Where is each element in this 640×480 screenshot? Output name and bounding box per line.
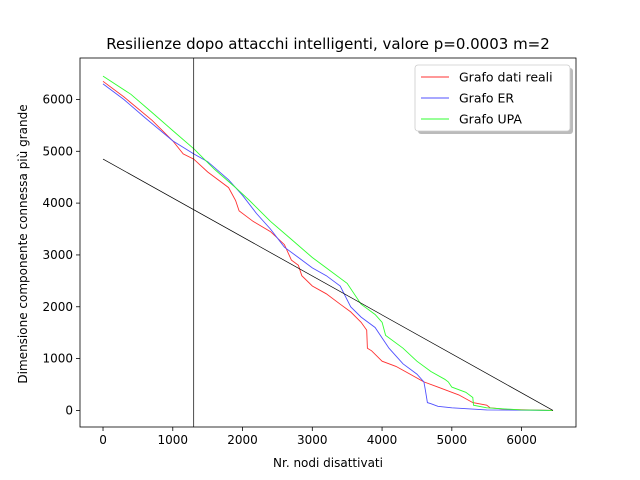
x-tick-label: 5000 bbox=[437, 433, 468, 447]
legend-label: Grafo ER bbox=[459, 91, 514, 106]
y-tick-label: 3000 bbox=[42, 248, 73, 262]
y-tick-label: 6000 bbox=[42, 92, 73, 106]
reference-lines bbox=[102, 58, 554, 427]
y-tick-label: 0 bbox=[65, 403, 73, 417]
series-layer bbox=[102, 75, 554, 411]
x-tick-label: 0 bbox=[99, 433, 107, 447]
x-tick-label: 4000 bbox=[367, 433, 398, 447]
legend: Grafo dati reali Grafo ER Grafo UPA bbox=[414, 64, 573, 134]
series-line-1 bbox=[102, 83, 550, 411]
plot-area bbox=[102, 58, 554, 427]
series-line-0 bbox=[102, 80, 554, 411]
series-line-2 bbox=[102, 75, 554, 411]
x-tick-label: 6000 bbox=[506, 433, 537, 447]
legend-box bbox=[414, 64, 571, 132]
y-axis-ticks: 0 1000 2000 3000 4000 5000 6000 bbox=[42, 92, 80, 417]
x-axis-label: Nr. nodi disattivati bbox=[273, 456, 383, 470]
diagonal-reference-line bbox=[102, 158, 554, 411]
x-tick-label: 3000 bbox=[297, 433, 328, 447]
x-axis-ticks: 0 1000 2000 3000 4000 5000 6000 bbox=[99, 427, 537, 447]
chart-title: Resilienze dopo attacchi intelligenti, v… bbox=[106, 35, 550, 53]
legend-label: Grafo dati reali bbox=[459, 70, 553, 85]
x-tick-label: 1000 bbox=[158, 433, 189, 447]
y-tick-label: 5000 bbox=[42, 144, 73, 158]
y-tick-label: 1000 bbox=[42, 352, 73, 366]
legend-label: Grafo UPA bbox=[459, 112, 522, 127]
y-tick-label: 4000 bbox=[42, 196, 73, 210]
y-tick-label: 2000 bbox=[42, 300, 73, 314]
y-axis-label: Dimensione componente connessa più grand… bbox=[16, 104, 30, 383]
plot-frame bbox=[79, 57, 577, 428]
x-tick-label: 2000 bbox=[227, 433, 258, 447]
